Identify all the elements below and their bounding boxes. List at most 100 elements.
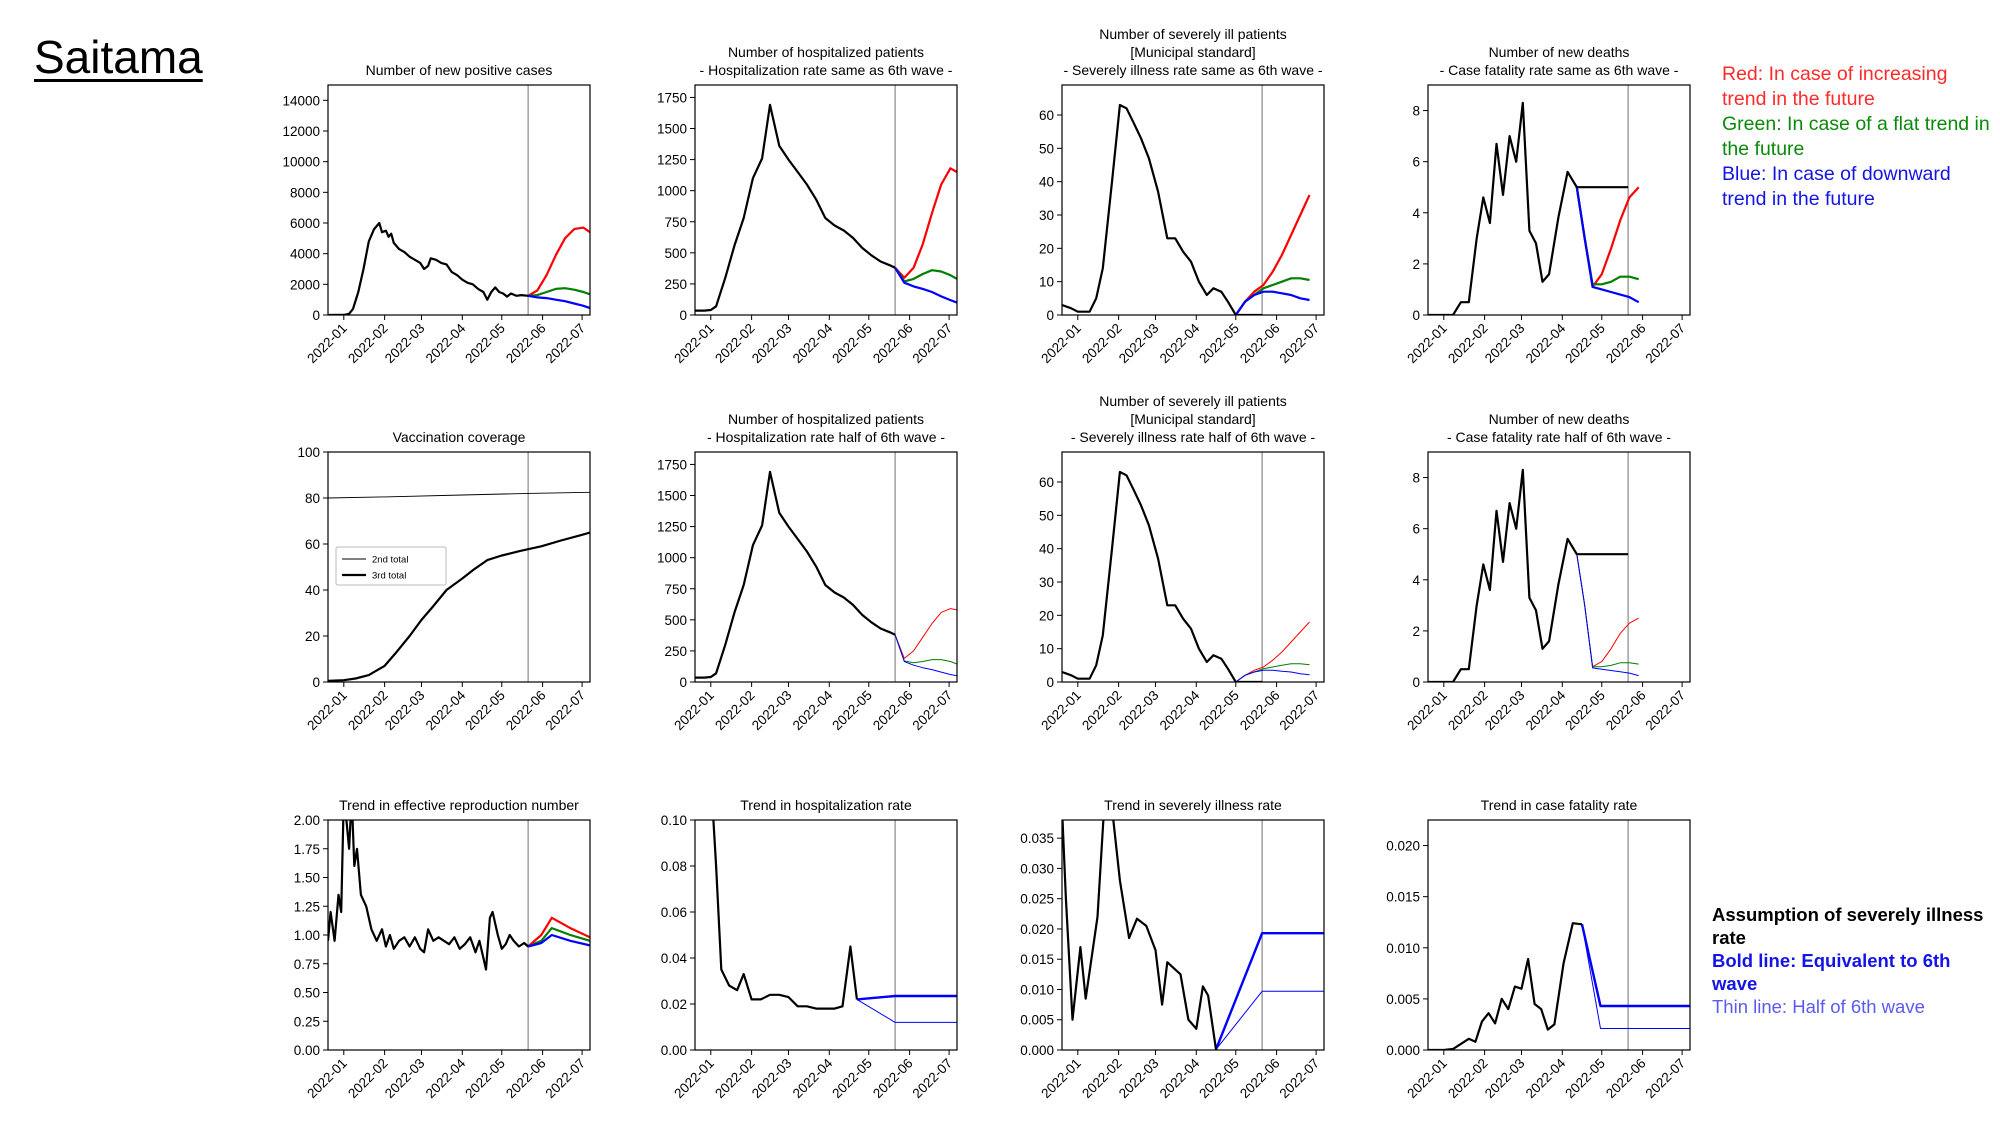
- y-tick-label: 0.00: [661, 1043, 687, 1058]
- y-tick-label: 0: [1412, 308, 1420, 323]
- x-tick-label: 2022-07: [910, 1056, 956, 1102]
- page-title: Saitama: [34, 31, 203, 83]
- x-tick-label: 2022-06: [503, 1056, 549, 1102]
- y-tick-label: 20: [1039, 608, 1054, 623]
- chart-title-line: - Case fatality rate half of 6th wave -: [1447, 429, 1671, 445]
- x-tick-label: 2022-02: [1445, 688, 1491, 734]
- x-tick-label: 2022-01: [1404, 688, 1450, 734]
- series-increasing: [1575, 186, 1640, 288]
- y-tick-label: 0.04: [661, 951, 688, 966]
- y-tick-label: 60: [305, 537, 320, 552]
- x-tick-label: 2022-05: [1196, 688, 1242, 734]
- y-tick-label: 0.015: [1020, 952, 1054, 967]
- chart-deaths-half: Number of new deaths - Case fatality rate…: [1404, 411, 1691, 734]
- series-downward: [1235, 669, 1310, 682]
- series-increasing: [1235, 621, 1310, 682]
- y-tick-label: 0: [679, 308, 687, 323]
- x-tick-label: 2022-02: [712, 321, 758, 367]
- chart-new-cases: Number of new positive cases 0 2000 4000 600…: [282, 62, 591, 367]
- series-observed: [1428, 468, 1629, 682]
- series-downward: [1234, 290, 1310, 315]
- x-tick-label: 2022-07: [1277, 321, 1323, 367]
- y-tick-label: 2: [1412, 624, 1420, 639]
- x-tick-label: 2022-03: [1116, 688, 1162, 734]
- chart-hosp-rate: Trend in hospitalization rate 0.00 0.02 0.0…: [661, 797, 958, 1102]
- x-tick-label: 2022-06: [1603, 1056, 1649, 1102]
- series-flat: [1576, 554, 1639, 668]
- y-tick-label: 0.010: [1386, 941, 1420, 956]
- axes-frame: [1061, 84, 1325, 316]
- y-tick-label: 50: [1039, 508, 1054, 523]
- x-tick-label: 2022-01: [304, 1056, 350, 1102]
- chart-title-line: Number of new deaths: [1489, 44, 1630, 60]
- x-tick-label: 2022-04: [423, 687, 469, 733]
- y-tick-label: 0.00: [294, 1043, 320, 1058]
- y-tick-label: 1000: [657, 551, 687, 566]
- chart-title-line: Number of hospitalized patients: [728, 44, 924, 60]
- y-tick-label: 0: [1046, 308, 1054, 323]
- y-tick-label: 6000: [290, 216, 320, 231]
- plot-area: [1062, 470, 1310, 682]
- chart-fatality-rate: Trend in case fatality rate 0.000 0.005 0.0…: [1386, 797, 1691, 1102]
- x-tick-label: 2022-03: [1116, 321, 1162, 367]
- y-tick-label: 750: [664, 215, 687, 230]
- series-flat: [527, 927, 590, 948]
- y-tick-label: 60: [1039, 108, 1054, 123]
- chart-hospitalized-half: Number of hospitalized patients - Hospita…: [657, 411, 958, 734]
- x-tick-label: 2022-05: [1562, 1056, 1608, 1102]
- y-tick-label: 500: [664, 613, 687, 628]
- chart-deaths-6th: Number of new deaths - Case fatality rate…: [1404, 44, 1691, 366]
- series-observed: [1428, 101, 1629, 315]
- x-tick-label: 2022-01: [671, 688, 717, 734]
- y-tick-label: 0.020: [1020, 922, 1054, 937]
- chart-severe-half: Number of severely ill patients [Municipa…: [1038, 393, 1325, 734]
- y-tick-label: 4: [1412, 573, 1420, 588]
- axes-frame: [327, 451, 591, 683]
- y-tick-label: 0.10: [661, 813, 687, 828]
- chart-title-line: Trend in hospitalization rate: [740, 797, 912, 813]
- axes-frame: [1427, 84, 1691, 316]
- y-tick-label: 2.00: [294, 813, 320, 828]
- x-tick-label: 2022-04: [423, 320, 469, 366]
- x-tick-label: 2022-05: [462, 1056, 508, 1102]
- legend-flat: Green: In case of a flat trend in the fu…: [1722, 113, 1990, 160]
- chart-title-line: Vaccination coverage: [393, 429, 526, 445]
- chart-title-line: Number of new positive cases: [366, 62, 553, 78]
- x-tick-label: 2022-03: [382, 321, 428, 367]
- axes-frame: [1427, 451, 1691, 683]
- plot-area: [1062, 820, 1324, 1050]
- series-thin-assumption: [1215, 990, 1324, 1050]
- chart-title-line: Trend in effective reproduction number: [339, 797, 579, 813]
- y-tick-label: 1.75: [294, 842, 320, 857]
- y-tick-label: 30: [1039, 575, 1054, 590]
- x-tick-label: 2022-05: [829, 688, 875, 734]
- plot-area: [712, 820, 957, 1023]
- x-tick-label: 2022-06: [503, 688, 549, 734]
- x-tick-label: 2022-07: [543, 1056, 589, 1102]
- y-tick-label: 0.50: [294, 986, 320, 1001]
- x-tick-label: 2022-02: [345, 688, 391, 734]
- chart-vaccination: Vaccination coverage0204060801002022-012…: [297, 429, 591, 734]
- series-observed: [712, 820, 858, 1010]
- axes-frame: [694, 451, 958, 683]
- plot-area: [1062, 103, 1311, 315]
- chart-severe-6th: Number of severely ill patients [Municipa…: [1038, 26, 1325, 367]
- x-tick-label: 2022-04: [1523, 687, 1569, 733]
- chart-title-line: Trend in case fatality rate: [1481, 797, 1638, 813]
- x-tick-label: 2022-04: [1523, 1055, 1569, 1101]
- line-legend-bold: Bold line: Equivalent to 6th wave: [1712, 950, 1951, 994]
- series-bold-assumption: [1580, 924, 1690, 1008]
- series-downward: [527, 933, 590, 948]
- chart-legend-label: 2nd total: [372, 555, 408, 566]
- chart-title-line: Number of severely ill patients: [1099, 393, 1287, 409]
- y-tick-label: 0: [312, 675, 320, 690]
- chart-title-line: - Severely illness rate same as 6th wave…: [1063, 62, 1322, 78]
- x-tick-label: 2022-02: [345, 321, 391, 367]
- y-tick-label: 14000: [282, 93, 320, 108]
- chart-severe-rate: Trend in severely illness rate 0.000 0.005…: [1020, 797, 1325, 1101]
- x-tick-label: 2022-04: [423, 1055, 469, 1101]
- y-tick-label: 40: [305, 583, 320, 598]
- plot-area: [328, 820, 590, 971]
- y-tick-label: 250: [664, 277, 687, 292]
